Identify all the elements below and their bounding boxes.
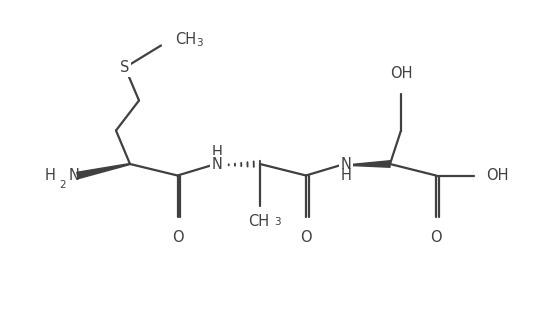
Text: H: H [340, 168, 351, 183]
Text: 3: 3 [196, 38, 202, 48]
Text: H: H [212, 145, 223, 160]
Text: CH: CH [175, 32, 196, 47]
Text: S: S [120, 60, 130, 75]
Polygon shape [351, 161, 390, 167]
Text: 3: 3 [274, 217, 280, 227]
Polygon shape [77, 164, 130, 179]
Text: O: O [430, 230, 442, 245]
Text: O: O [300, 230, 312, 245]
Text: O: O [172, 230, 183, 245]
Text: CH: CH [249, 214, 270, 229]
Text: OH: OH [486, 168, 509, 183]
Text: N: N [340, 157, 351, 171]
Text: 2: 2 [59, 180, 65, 190]
Text: OH: OH [390, 66, 412, 81]
Text: N: N [212, 157, 223, 171]
Text: H: H [45, 167, 56, 182]
Text: N: N [69, 167, 80, 182]
